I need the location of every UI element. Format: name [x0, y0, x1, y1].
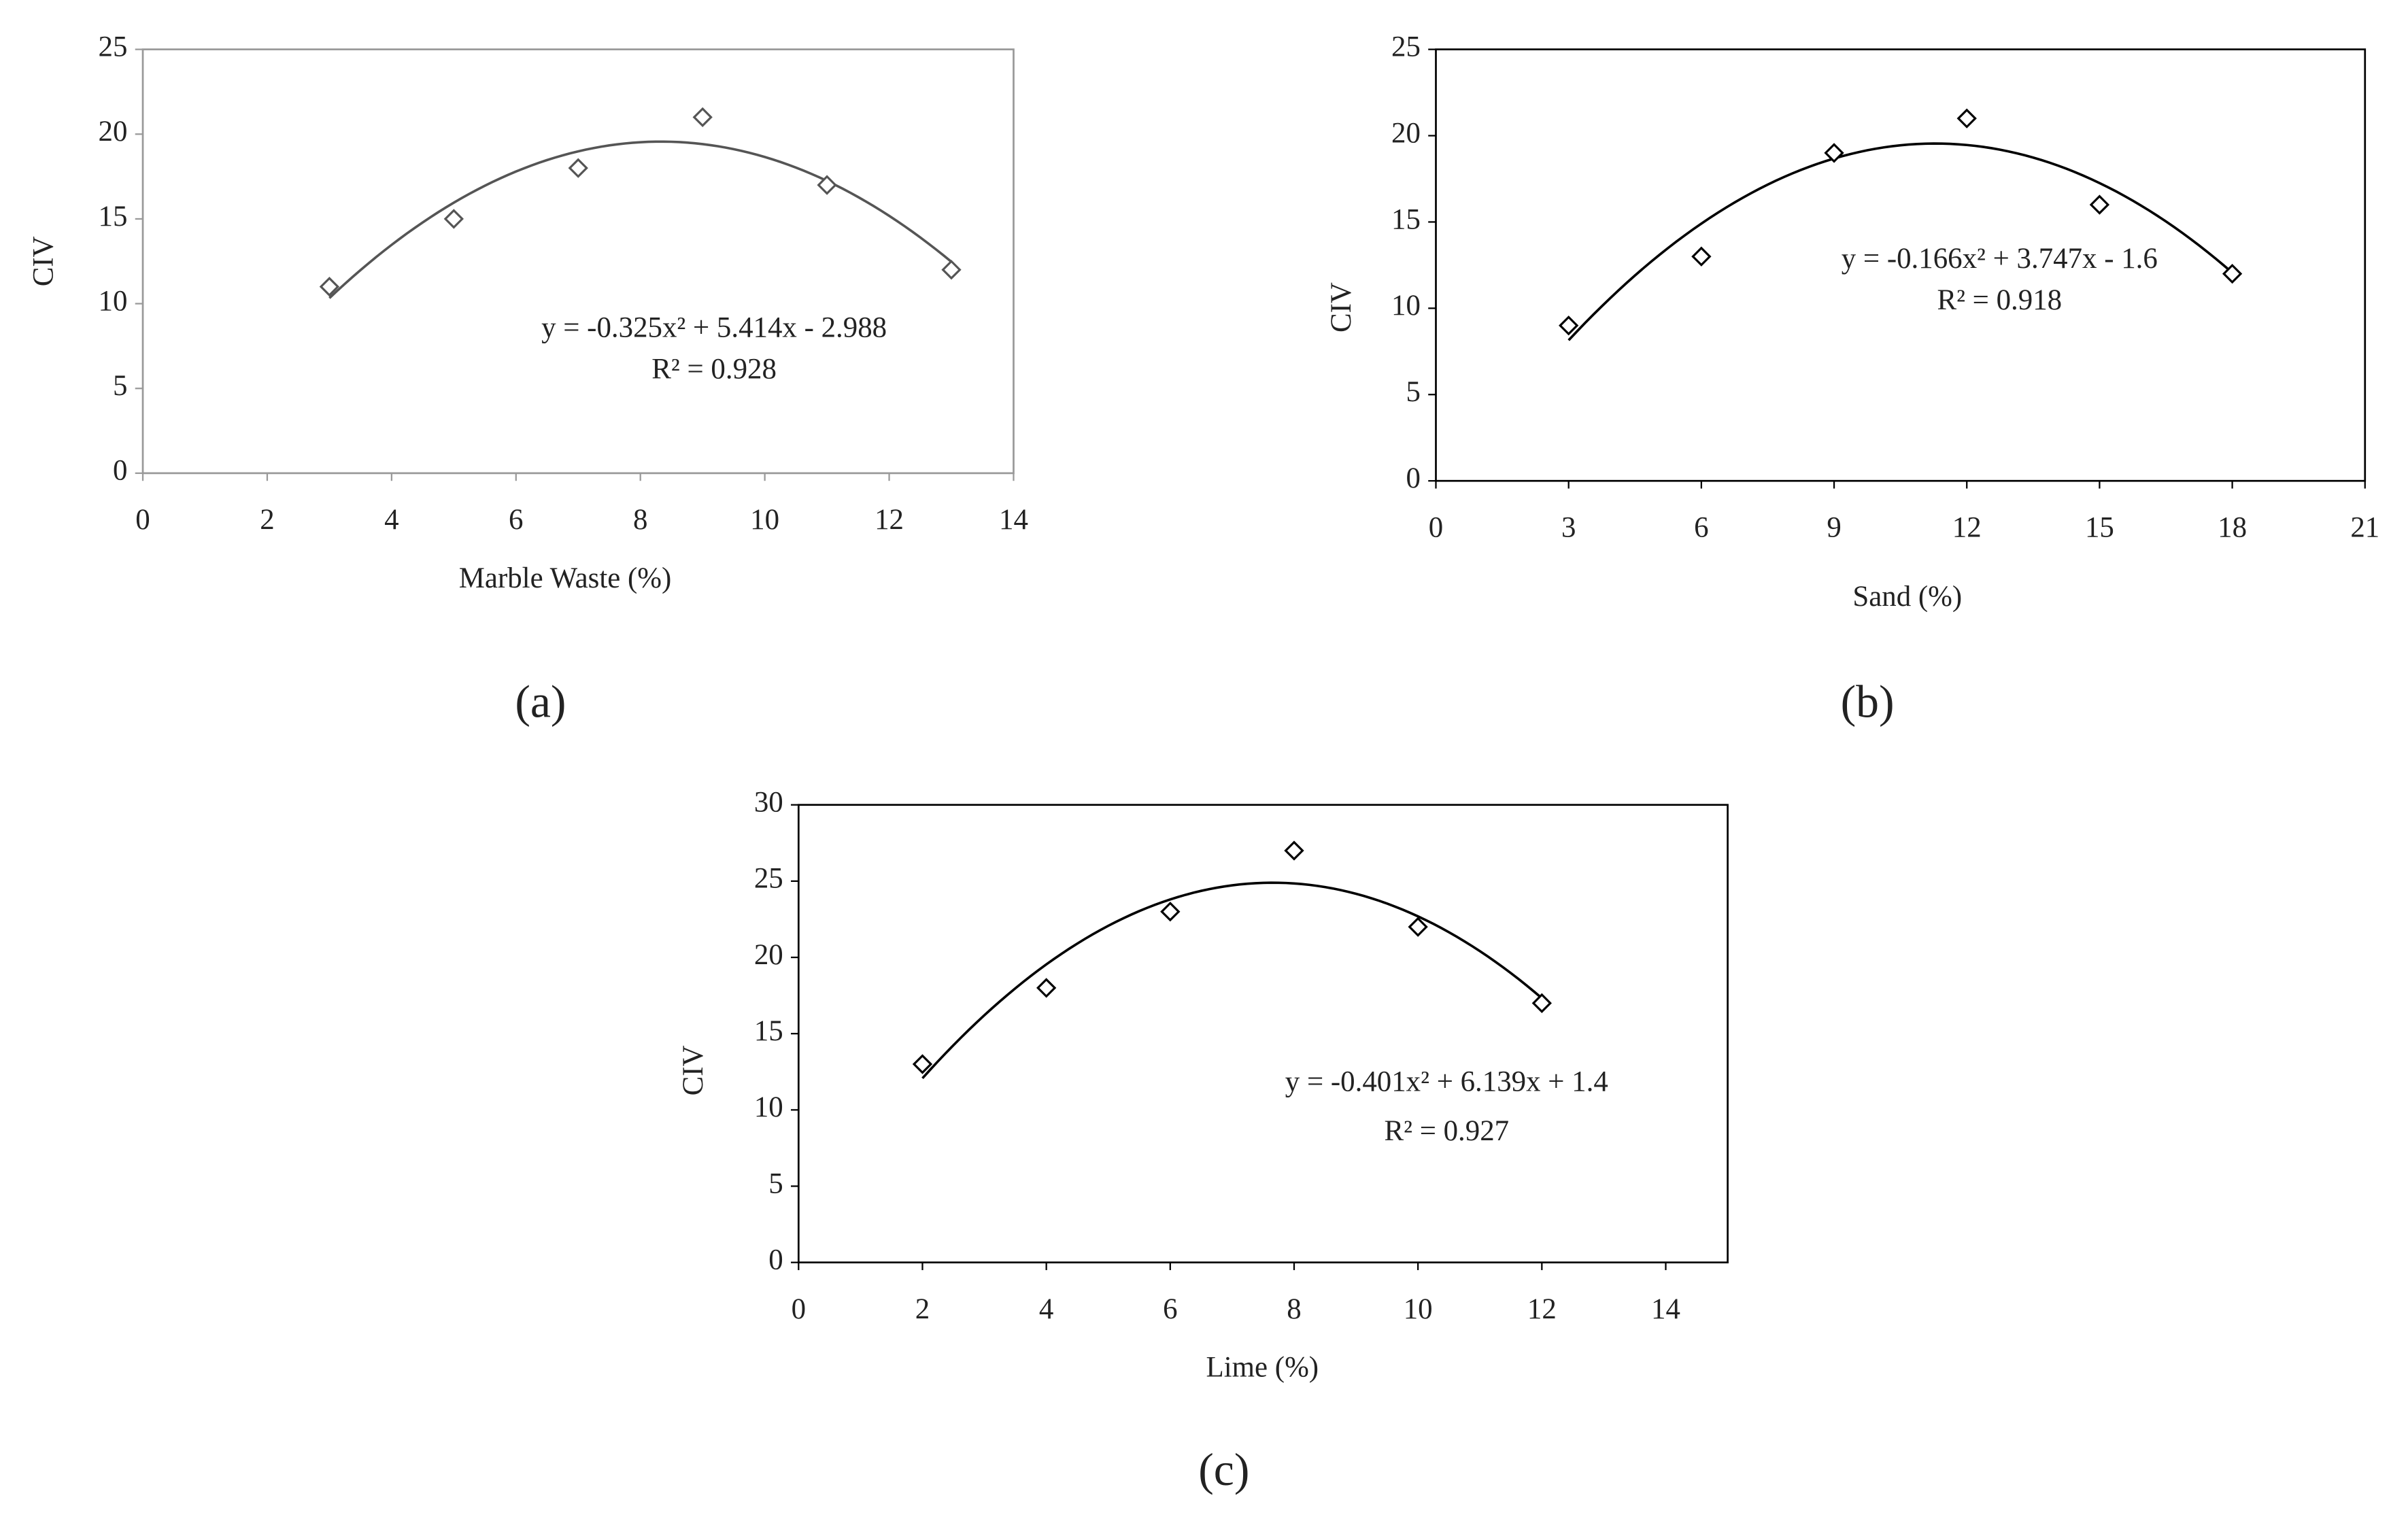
y-tick-label: 20 [1391, 117, 1421, 149]
y-tick-label: 30 [754, 787, 783, 819]
data-point [817, 175, 837, 195]
y-axis-label: CIV [677, 1045, 709, 1095]
trend-equation: y = -0.325x² + 5.414x - 2.988 [541, 312, 887, 344]
x-axis-label: Sand (%) [1852, 581, 1962, 613]
x-tick-label: 0 [1429, 511, 1443, 543]
x-tick-label: 4 [384, 504, 398, 536]
panel-label: (c) [1198, 1444, 1249, 1495]
plot-frame [1435, 48, 2367, 482]
x-tick-label: 12 [875, 504, 904, 536]
x-axis-label: Lime (%) [1206, 1352, 1319, 1384]
trend-curve [921, 881, 1543, 1080]
data-point [1160, 902, 1181, 922]
x-tick-label: 2 [260, 504, 274, 536]
data-point [2222, 263, 2243, 284]
x-tick-label: 8 [633, 504, 647, 536]
y-axis-label: CIV [28, 236, 60, 286]
data-point [692, 107, 713, 128]
x-tick-label: 14 [1651, 1293, 1680, 1325]
x-tick-label: 6 [509, 504, 523, 536]
y-tick-label: 0 [1406, 462, 1420, 494]
y-tick-label: 5 [1406, 376, 1420, 408]
y-tick-label: 0 [113, 455, 127, 487]
y-tick-label: 10 [754, 1091, 783, 1123]
x-tick-label: 12 [1952, 511, 1982, 543]
x-tick-label: 2 [915, 1293, 930, 1325]
data-point [1559, 315, 1579, 336]
x-tick-label: 18 [2218, 511, 2247, 543]
y-tick-label: 15 [754, 1015, 783, 1047]
trend-curve [1567, 142, 2233, 341]
data-point [1408, 917, 1428, 937]
y-tick-label: 10 [99, 285, 128, 317]
r-squared: R² = 0.927 [1385, 1115, 1510, 1147]
data-point [1824, 143, 1844, 163]
data-point [1531, 993, 1552, 1013]
r-squared: R² = 0.928 [651, 354, 777, 386]
y-tick-label: 25 [1391, 31, 1421, 63]
data-point [443, 209, 464, 229]
x-tick-label: 9 [1827, 511, 1841, 543]
panel-label: (b) [1841, 677, 1895, 728]
plot-frame [797, 804, 1729, 1264]
x-tick-label: 15 [2085, 511, 2114, 543]
data-point [1036, 978, 1057, 998]
y-tick-label: 25 [99, 31, 128, 63]
panel-label: (a) [515, 677, 566, 728]
y-tick-label: 20 [99, 116, 128, 148]
data-point [2089, 194, 2110, 215]
x-tick-label: 0 [135, 504, 150, 536]
trend-equation: y = -0.401x² + 6.139x + 1.4 [1285, 1066, 1608, 1098]
x-tick-label: 0 [792, 1293, 806, 1325]
x-axis-label: Marble Waste (%) [459, 562, 672, 594]
x-tick-label: 4 [1039, 1293, 1053, 1325]
x-tick-label: 3 [1561, 511, 1576, 543]
data-point [1691, 246, 1712, 267]
x-tick-label: 21 [2350, 511, 2379, 543]
x-tick-label: 14 [999, 504, 1028, 536]
y-tick-label: 15 [99, 201, 128, 233]
data-point [319, 277, 340, 297]
y-tick-label: 0 [768, 1244, 783, 1276]
data-point [941, 260, 962, 280]
r-squared: R² = 0.918 [1937, 284, 2062, 316]
x-tick-label: 10 [750, 504, 779, 536]
trend-equation: y = -0.166x² + 3.747x - 1.6 [1842, 243, 2158, 275]
plot-frame [141, 48, 1015, 475]
y-tick-label: 20 [754, 939, 783, 971]
data-point [1956, 108, 1977, 129]
x-tick-label: 8 [1287, 1293, 1301, 1325]
y-tick-label: 25 [754, 863, 783, 895]
x-tick-label: 6 [1163, 1293, 1177, 1325]
y-tick-label: 5 [113, 370, 127, 402]
x-tick-label: 10 [1404, 1293, 1433, 1325]
data-point [912, 1054, 933, 1074]
trend-curve [328, 140, 953, 299]
y-tick-label: 10 [1391, 290, 1421, 322]
y-axis-label: CIV [1325, 282, 1357, 332]
y-tick-label: 5 [768, 1167, 783, 1199]
data-point [1284, 840, 1304, 861]
x-tick-label: 6 [1694, 511, 1708, 543]
x-tick-label: 12 [1527, 1293, 1557, 1325]
data-point [568, 158, 588, 178]
y-tick-label: 15 [1391, 203, 1421, 235]
